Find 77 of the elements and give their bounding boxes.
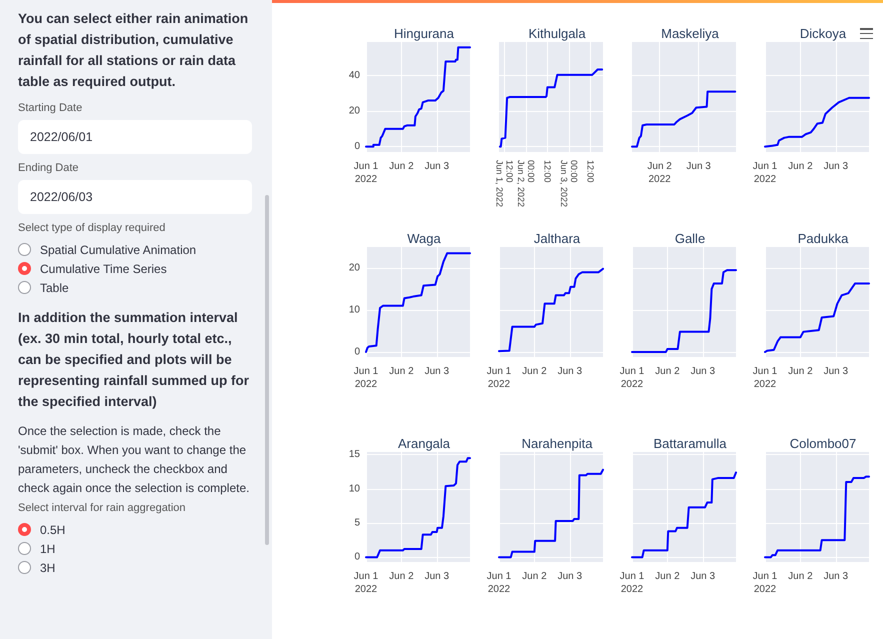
- text: In addition the summation interval (ex. 30 min total, hourly total etc., can be specified and plots will be representing rainfall summed up for the specified interval): [18, 309, 250, 411]
- x-tick-label: Jun 2: [389, 571, 414, 582]
- x-tick-label: 00:00 Jun 2, 2022: [516, 160, 536, 208]
- y-tick-label: 0: [354, 346, 360, 358]
- x-tick-label: Jun 1 2022: [354, 571, 379, 595]
- x-tick-label: 00:00 Jun 3, 2022: [558, 160, 579, 208]
- text: 3H: [40, 560, 56, 574]
- chart-title: Padukka: [798, 231, 850, 246]
- text: You can select either rain animation of spatial distribution, cumulative rainfall for all stations or rain data table as required output.: [18, 10, 250, 91]
- x-tick-label: Jun 3: [424, 366, 450, 377]
- text: Once the selection is made, check the 'submit' box. When you want to change the parameters, uncheck the checkbox and check again once the selection is complete.: [18, 423, 250, 497]
- x-tick-label: Jun 2: [522, 366, 548, 377]
- line-series: [365, 457, 471, 558]
- line-series: [365, 46, 471, 148]
- x-tick-label: Jun 1 2022: [354, 161, 379, 185]
- x-tick-label: Jun 2: [788, 366, 814, 377]
- x-tick-label: 12:00: [542, 160, 552, 183]
- x-tick-label: Jun 2: [788, 571, 814, 582]
- text: 0.5H: [40, 522, 66, 536]
- text: 1H: [40, 542, 56, 556]
- y-tick-label: 5: [354, 518, 360, 529]
- x-tick-label: Jun 2: [389, 161, 414, 172]
- y-tick-label: 0: [354, 552, 360, 563]
- y-tick-label: 20: [348, 262, 360, 274]
- y-tick-label: 40: [348, 70, 360, 82]
- x-tick-label: 12:00 Jun 1, 2022: [494, 160, 514, 208]
- chart-title: Kithulgala: [528, 26, 586, 41]
- text: Starting Date: [18, 102, 84, 114]
- x-tick-label: Jun 3: [558, 366, 582, 377]
- x-tick-label: Jun 3: [824, 161, 848, 172]
- chart-title: Hingurana: [394, 26, 455, 41]
- text: Select type of display required: [18, 222, 166, 234]
- x-tick-label: Jun 2 2022: [647, 161, 672, 185]
- x-tick-label: Jun 1 2022: [486, 571, 512, 595]
- x-tick-label: Jun 1 2022: [620, 366, 645, 390]
- text: Table: [40, 280, 69, 294]
- text-field: 2022/06/03: [18, 180, 252, 214]
- y-tick-label: 0: [354, 141, 360, 152]
- chart-title: Dickoya: [800, 26, 847, 41]
- x-tick-label: 12:00: [585, 160, 596, 183]
- x-tick-label: Jun 3: [424, 161, 450, 172]
- chart-title: Maskeliya: [661, 26, 720, 41]
- x-tick-label: Jun 1 2022: [752, 571, 778, 595]
- x-tick-label: Jun 3: [690, 571, 716, 582]
- line-series: [365, 252, 471, 353]
- x-tick-label: Jun 2: [655, 571, 680, 582]
- x-tick-label: Jun 3: [424, 571, 450, 582]
- chart-title: Arangala: [398, 436, 451, 451]
- y-tick-label: 15: [348, 449, 360, 460]
- chart-title: Galle: [674, 231, 706, 246]
- text: Cumulative Time Series: [40, 262, 167, 276]
- x-tick-label: Jun 1 2022: [620, 571, 645, 595]
- x-tick-label: Jun 1 2022: [486, 366, 512, 390]
- x-tick-label: Jun 2: [788, 161, 814, 172]
- chart-title: Narahenpita: [522, 436, 594, 451]
- x-tick-label: Jun 1 2022: [752, 366, 778, 390]
- y-tick-label: 20: [348, 106, 360, 117]
- x-tick-label: Jun 2: [655, 366, 680, 377]
- x-tick-label: Jun 2: [389, 366, 414, 377]
- chart-title: Waga: [407, 231, 442, 246]
- x-tick-label: Jun 3: [824, 571, 848, 582]
- x-tick-label: Jun 3: [690, 366, 716, 377]
- x-tick-label: Jun 1 2022: [354, 366, 379, 390]
- text-field: 2022/06/01: [18, 120, 252, 154]
- chart-title: Colombo07: [790, 436, 856, 451]
- y-tick-label: 10: [348, 483, 360, 494]
- x-tick-label: Jun 2: [522, 571, 548, 582]
- text: Ending Date: [18, 162, 80, 174]
- x-tick-label: Jun 1 2022: [752, 161, 778, 185]
- text: Spatial Cumulative Animation: [40, 242, 196, 256]
- x-tick-label: Jun 3: [686, 161, 712, 172]
- chart-title: Jalthara: [534, 231, 581, 246]
- text: Select interval for rain aggregation: [18, 502, 187, 514]
- x-tick-label: Jun 3: [824, 366, 848, 377]
- x-tick-label: Jun 3: [558, 571, 582, 582]
- y-tick-label: 10: [348, 304, 360, 316]
- chart-title: Battaramulla: [654, 436, 728, 451]
